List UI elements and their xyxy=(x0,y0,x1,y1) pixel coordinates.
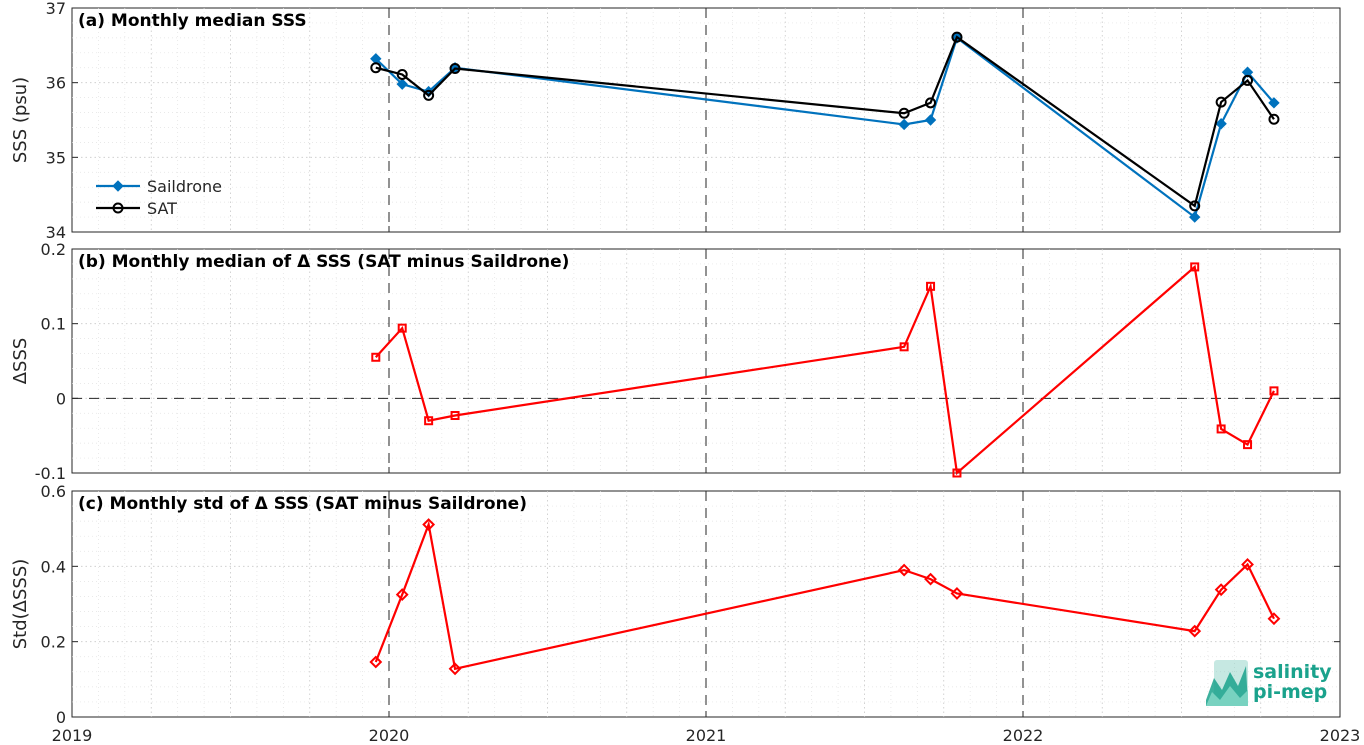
data-point xyxy=(1269,386,1279,396)
data-point xyxy=(371,352,381,362)
data-point xyxy=(1241,66,1254,78)
panel-b: -0.1 0 0.1 0.2 ΔSSS (b) Monthly median of Δ S… xyxy=(10,240,1341,483)
data-point xyxy=(112,180,124,192)
series-line xyxy=(369,518,1281,676)
data-point xyxy=(952,468,962,478)
data-point xyxy=(396,68,408,80)
series-line xyxy=(374,520,1275,671)
data-point xyxy=(898,118,910,131)
data-point xyxy=(1268,113,1280,125)
y-tick-label: 0.6 xyxy=(41,482,66,501)
data-point xyxy=(369,655,383,669)
data-point xyxy=(1243,440,1253,450)
x-tick-label: 2023 xyxy=(1320,726,1361,745)
y-tick-label: 0.2 xyxy=(41,633,66,652)
series-line xyxy=(371,262,1279,478)
data-point xyxy=(1190,262,1200,272)
panel-a: 34 35 36 37 SSS (psu) (a) Monthly median SSS S… xyxy=(10,0,1341,242)
x-tick-label: 2022 xyxy=(1003,726,1044,745)
y-axis-label: ΔSSS xyxy=(10,338,31,385)
logo-text-pi-mep: pi-mep xyxy=(1253,681,1327,703)
data-point xyxy=(1215,118,1227,130)
data-point xyxy=(395,588,409,601)
y-tick-label: 37 xyxy=(46,0,66,18)
x-tick-label: 2020 xyxy=(369,726,410,745)
data-point xyxy=(422,518,436,531)
data-point xyxy=(1189,211,1201,223)
y-tick-label: 0.2 xyxy=(41,240,66,259)
data-point xyxy=(951,31,963,43)
series-sat xyxy=(370,31,1280,212)
y-tick-label: 0.4 xyxy=(41,557,66,576)
data-point xyxy=(1268,97,1280,109)
x-tick-label: 2019 xyxy=(52,726,93,745)
data-point xyxy=(1267,612,1281,626)
data-point xyxy=(1214,583,1228,597)
data-point xyxy=(112,202,124,214)
data-point xyxy=(899,342,909,352)
data-point xyxy=(1216,424,1226,434)
logo-wave-icon xyxy=(1206,686,1248,706)
data-point xyxy=(1215,96,1227,108)
data-point xyxy=(897,563,911,577)
y-tick-label: -0.1 xyxy=(35,464,66,483)
y-tick-label: 0.1 xyxy=(41,315,66,334)
data-point xyxy=(1189,200,1201,212)
data-point xyxy=(424,416,434,426)
data-point xyxy=(449,62,461,74)
y-tick-label: 35 xyxy=(46,148,66,167)
y-tick-label: 0 xyxy=(56,708,66,727)
data-point xyxy=(1242,74,1254,86)
series-line xyxy=(374,264,1275,476)
legend: Saildrone SAT xyxy=(96,177,222,218)
data-point xyxy=(1188,624,1202,638)
y-axis-label: Std(ΔSSS) xyxy=(10,559,31,650)
legend-label: Saildrone xyxy=(147,177,222,196)
logo-text-salinity: salinity xyxy=(1253,661,1332,683)
series-line xyxy=(375,35,1275,208)
data-point xyxy=(450,411,460,421)
y-tick-label: 34 xyxy=(46,223,66,242)
data-point xyxy=(924,114,937,126)
data-point xyxy=(926,281,936,291)
data-point xyxy=(950,587,964,600)
y-axis-label: SSS (psu) xyxy=(10,77,31,163)
y-tick-label: 36 xyxy=(46,74,66,93)
x-tick-label: 2021 xyxy=(686,726,727,745)
data-point xyxy=(397,323,407,333)
data-point xyxy=(423,89,435,101)
y-tick-label: 0 xyxy=(56,389,66,408)
panel-title: (b) Monthly median of Δ SSS (SAT minus S… xyxy=(78,252,569,272)
panel-title: (c) Monthly std of Δ SSS (SAT minus Sail… xyxy=(78,494,527,514)
data-point xyxy=(924,572,937,586)
data-point xyxy=(898,107,910,119)
panel-c: 0 0.2 0.4 0.6 Std(ΔSSS) (c) Monthly std of Δ … xyxy=(10,482,1360,745)
data-point xyxy=(396,78,408,90)
legend-label: SAT xyxy=(147,199,177,218)
panel-title: (a) Monthly median SSS xyxy=(78,11,307,31)
data-point xyxy=(448,662,462,676)
data-point xyxy=(925,97,937,109)
data-point xyxy=(1241,558,1254,571)
data-point xyxy=(370,62,382,74)
